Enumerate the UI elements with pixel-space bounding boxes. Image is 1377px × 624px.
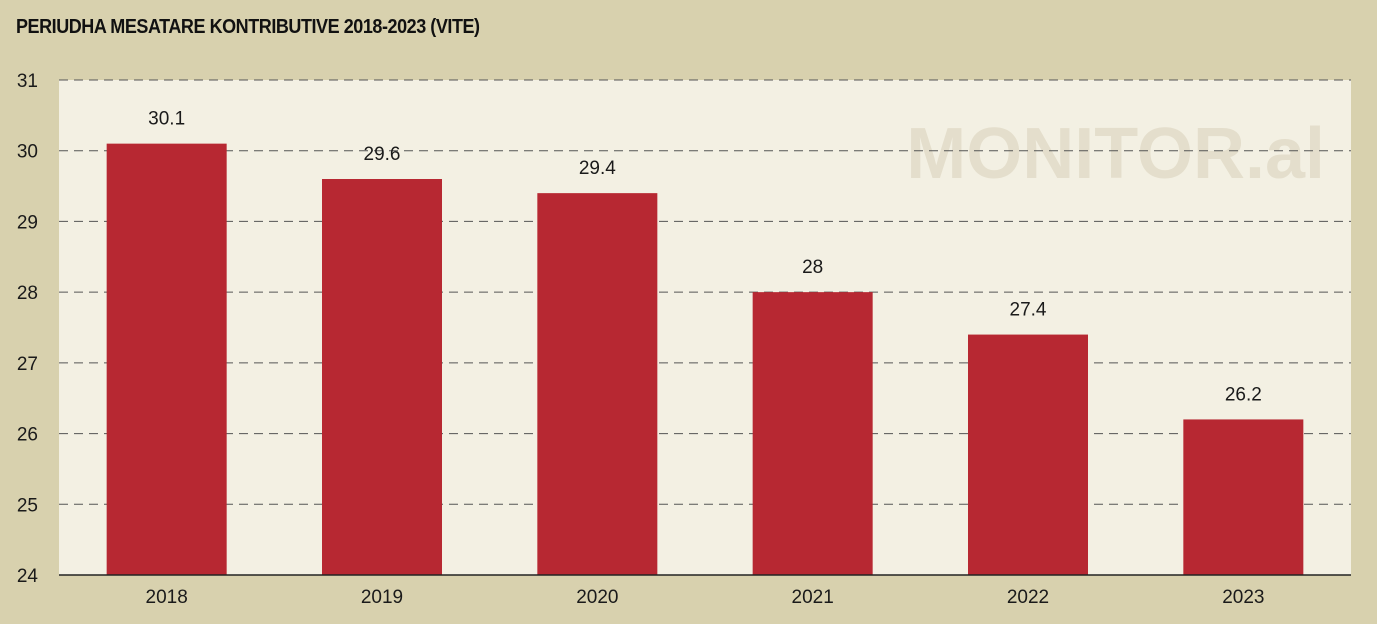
- y-tick-label: 26: [17, 425, 38, 446]
- y-tick-label: 27: [17, 354, 38, 375]
- y-tick-label: 24: [17, 566, 39, 587]
- data-label: 28: [802, 257, 823, 278]
- x-tick-label: 2019: [361, 587, 403, 608]
- watermark: MONITOR.al: [906, 114, 1325, 194]
- bar: [752, 292, 873, 575]
- x-axis-ticks: 2018 2019 2020 2021 2022 2023: [146, 587, 1265, 608]
- data-label: 26.2: [1225, 384, 1262, 405]
- y-tick-label: 25: [17, 495, 38, 516]
- y-tick-label: 28: [17, 283, 38, 304]
- bar: [106, 143, 227, 575]
- data-label: 29.6: [364, 144, 401, 165]
- plot-background: [59, 80, 1351, 575]
- bar: [1183, 419, 1304, 575]
- data-label: 30.1: [148, 109, 185, 130]
- y-tick-label: 29: [17, 212, 38, 233]
- bar: [537, 193, 658, 575]
- data-label: 27.4: [1010, 300, 1047, 321]
- data-label: 29.4: [579, 158, 616, 179]
- y-tick-label: 30: [17, 142, 38, 163]
- bars: [106, 143, 1304, 575]
- chart-title: PERIUDHA MESATARE KONTRIBUTIVE 2018-2023…: [16, 16, 480, 38]
- data-labels: 30.1 29.6 29.4 28 27.4 26.2: [148, 109, 1262, 406]
- x-tick-label: 2021: [792, 587, 834, 608]
- x-tick-label: 2020: [576, 587, 618, 608]
- x-tick-label: 2018: [146, 587, 188, 608]
- grid-lines: [59, 79, 1351, 505]
- bar: [968, 334, 1088, 575]
- x-tick-label: 2022: [1007, 587, 1049, 608]
- y-axis-ticks: 24 25 26 27 28 29 30 31: [17, 71, 39, 587]
- x-tick-label: 2023: [1222, 587, 1264, 608]
- bar: [322, 179, 442, 575]
- y-tick-label: 31: [17, 71, 38, 92]
